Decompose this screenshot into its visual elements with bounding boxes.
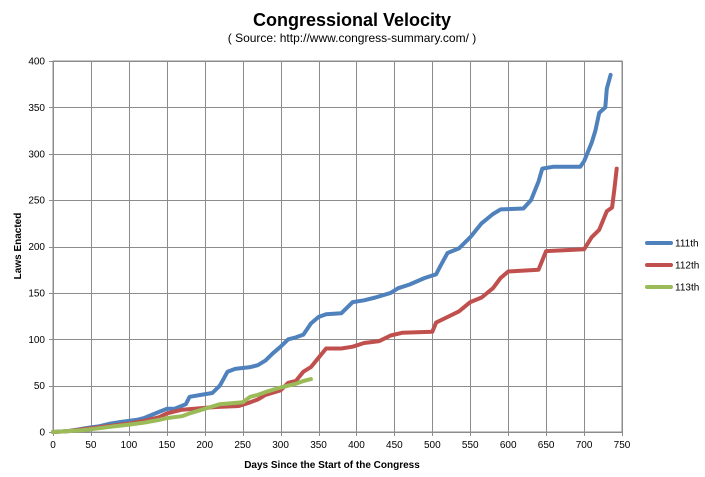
y-tick-label: 150	[28, 288, 45, 299]
legend-label-112th: 112th	[675, 261, 699, 272]
chart-title: Congressional Velocity	[253, 10, 451, 30]
x-tick-label: 100	[121, 440, 138, 451]
x-tick-label: 700	[576, 440, 593, 451]
x-tick-label: 350	[310, 440, 327, 451]
legend-label-113th: 113th	[675, 283, 699, 294]
x-tick-label: 750	[614, 440, 631, 451]
x-tick-label: 250	[234, 440, 251, 451]
y-tick-label: 50	[34, 381, 46, 392]
x-tick-label: 600	[500, 440, 517, 451]
y-tick-label: 200	[28, 242, 45, 253]
y-tick-label: 250	[28, 196, 45, 207]
plot-area	[52, 60, 623, 433]
axes: 0 50 100 150 200 250 300 350 400 450 500 550 600 650 7…	[28, 57, 630, 452]
x-tick-label: 150	[158, 440, 175, 451]
y-tick-label: 0	[39, 428, 45, 439]
series-line-112th	[51, 166, 619, 434]
y-tick-label: 100	[28, 335, 45, 346]
x-tick-label: 200	[196, 440, 213, 451]
series-line-111th	[51, 72, 613, 434]
x-tick-label: 550	[462, 440, 479, 451]
grid	[52, 60, 623, 433]
x-tick-label: 400	[348, 440, 365, 451]
series-group	[51, 72, 619, 434]
legend: 111th 112th 113th	[645, 239, 699, 294]
x-axis-label: Days Since the Start of the Congress	[244, 460, 420, 471]
x-tick-label: 450	[386, 440, 403, 451]
x-tick-label: 0	[50, 440, 56, 451]
y-axis-label: Laws Enacted	[13, 213, 24, 280]
chart-subtitle: ( Source: http://www.congress-summary.co…	[228, 31, 477, 45]
x-tick-label: 300	[272, 440, 289, 451]
x-tick-label: 50	[85, 440, 97, 451]
series-line-113th	[51, 377, 313, 434]
y-tick-label: 300	[28, 149, 45, 160]
y-tick-label: 350	[28, 103, 45, 114]
x-tick-label: 650	[538, 440, 555, 451]
x-tick-label: 500	[424, 440, 441, 451]
legend-label-111th: 111th	[675, 239, 699, 250]
y-tick-label: 400	[28, 57, 45, 68]
